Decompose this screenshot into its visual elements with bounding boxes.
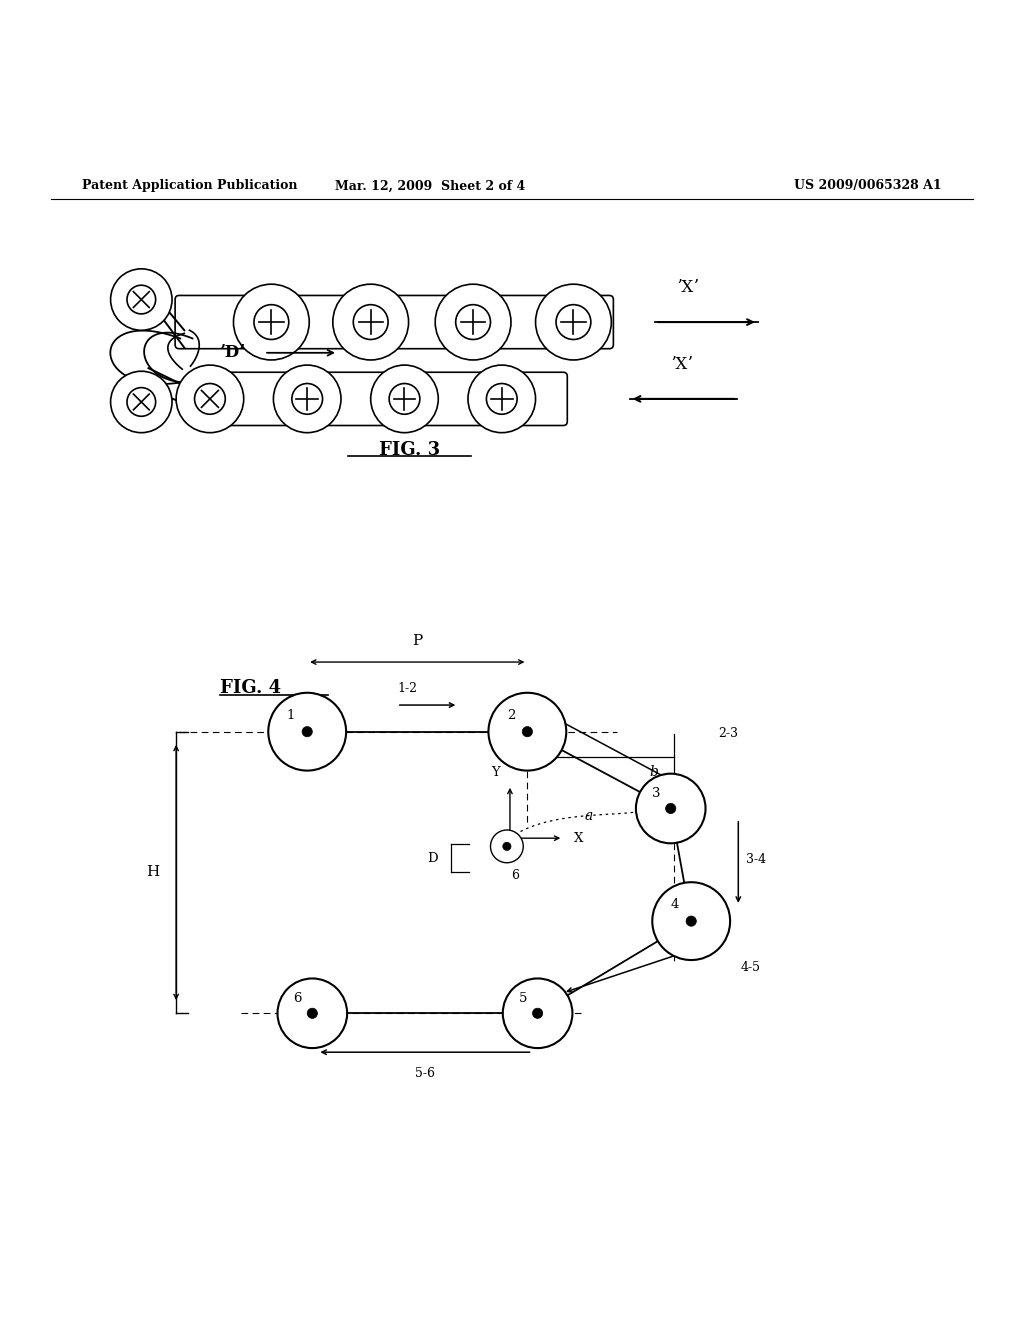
Text: 5: 5	[519, 993, 527, 1005]
Text: FIG. 3: FIG. 3	[379, 441, 440, 459]
Text: a: a	[585, 809, 593, 822]
Circle shape	[371, 366, 438, 433]
Text: FIG. 4: FIG. 4	[220, 678, 282, 697]
Circle shape	[307, 1008, 317, 1019]
Circle shape	[268, 693, 346, 771]
Circle shape	[435, 284, 511, 360]
Text: Mar. 12, 2009  Sheet 2 of 4: Mar. 12, 2009 Sheet 2 of 4	[335, 180, 525, 193]
Circle shape	[503, 978, 572, 1048]
Text: 2: 2	[507, 709, 515, 722]
Text: 1-2: 1-2	[397, 682, 417, 694]
Text: b: b	[649, 766, 658, 780]
Circle shape	[111, 371, 172, 433]
Circle shape	[536, 284, 611, 360]
Circle shape	[488, 693, 566, 771]
Circle shape	[333, 284, 409, 360]
Text: X: X	[573, 832, 583, 845]
Circle shape	[532, 1008, 543, 1019]
Circle shape	[666, 804, 676, 813]
Text: 1: 1	[287, 709, 295, 722]
Circle shape	[686, 916, 696, 927]
Circle shape	[302, 726, 312, 737]
Circle shape	[233, 284, 309, 360]
Text: ʼXʼ: ʼXʼ	[676, 280, 698, 297]
Circle shape	[503, 842, 511, 850]
Circle shape	[636, 774, 706, 843]
Text: 4: 4	[671, 899, 679, 911]
Circle shape	[278, 978, 347, 1048]
Circle shape	[111, 269, 172, 330]
Text: ʼXʼ: ʼXʼ	[671, 356, 693, 374]
Text: H: H	[146, 866, 160, 879]
Text: D: D	[428, 851, 438, 865]
Circle shape	[490, 830, 523, 863]
Circle shape	[273, 366, 341, 433]
Text: 2-3: 2-3	[718, 726, 738, 739]
Text: ʼDʼ: ʼDʼ	[220, 345, 246, 362]
FancyBboxPatch shape	[175, 296, 613, 348]
FancyBboxPatch shape	[216, 372, 567, 425]
Text: Y: Y	[492, 766, 500, 779]
Circle shape	[176, 366, 244, 433]
Text: 6: 6	[294, 993, 302, 1005]
Text: US 2009/0065328 A1: US 2009/0065328 A1	[795, 180, 942, 193]
Text: P: P	[412, 634, 423, 648]
Text: 3: 3	[652, 787, 660, 800]
Text: Patent Application Publication: Patent Application Publication	[82, 180, 297, 193]
Circle shape	[468, 366, 536, 433]
Text: 3-4: 3-4	[746, 853, 767, 866]
Text: 5-6: 5-6	[415, 1067, 435, 1080]
Circle shape	[522, 726, 532, 737]
Text: 6: 6	[511, 869, 519, 882]
Circle shape	[652, 882, 730, 960]
Text: 4-5: 4-5	[740, 961, 761, 974]
